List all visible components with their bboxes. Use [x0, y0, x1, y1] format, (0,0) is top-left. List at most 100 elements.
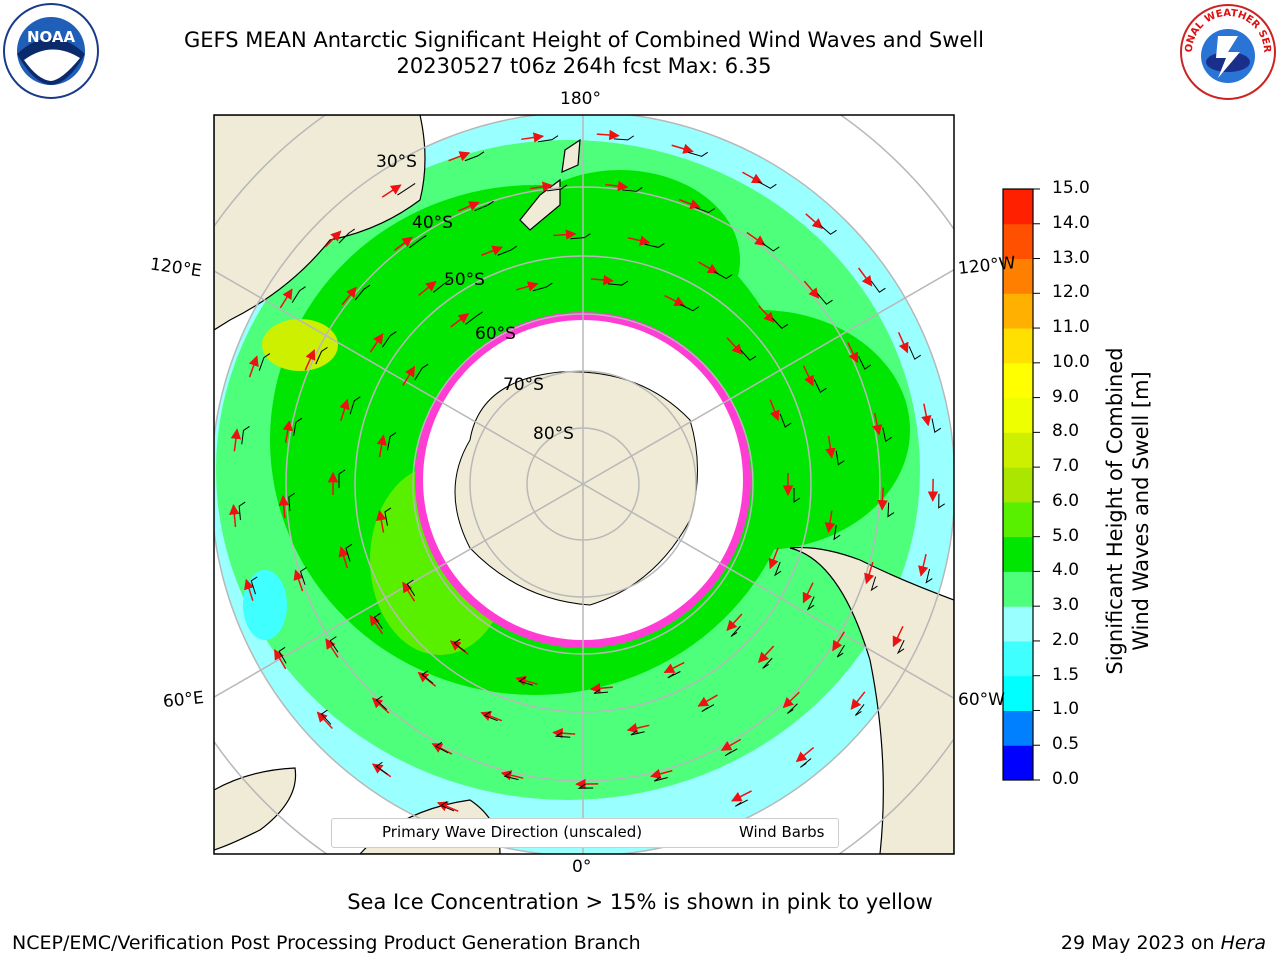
wind-barb: [315, 346, 328, 365]
colorbar-tick-label: 2.0: [1052, 629, 1080, 650]
wind-barb: [354, 284, 371, 301]
colorbar-tick-label: 1.5: [1052, 664, 1080, 685]
wave-direction-arrow: [341, 286, 357, 306]
wind-barb: [338, 469, 346, 488]
wave-direction-arrow: [726, 337, 743, 355]
wave-direction-arrow: [858, 267, 873, 287]
wind-barb: [440, 801, 455, 812]
wind-barb: [680, 304, 700, 312]
colorbar-segment: [1003, 467, 1033, 503]
wave-direction-arrow: [802, 365, 814, 387]
wave-direction-arrow: [872, 412, 883, 436]
colorbar-segment: [1003, 501, 1033, 538]
wind-barb: [474, 200, 494, 212]
noaa-logo: NOAA: [2, 2, 100, 100]
colorbar-segment: [1003, 189, 1033, 225]
wind-barb: [855, 704, 865, 716]
wave-direction-arrow: [664, 294, 686, 307]
wave-direction-arrow: [627, 235, 651, 246]
wave-direction-arrow: [431, 743, 453, 755]
wave-direction-arrow: [742, 171, 763, 184]
wind-barb: [293, 417, 303, 437]
colorbar-tick-label: 8.0: [1052, 421, 1080, 442]
wind-barb: [241, 426, 250, 445]
wave-direction-arrow: [864, 561, 875, 585]
wind-barb: [258, 353, 271, 371]
wind-barb: [382, 331, 397, 348]
wave-direction-arrow: [282, 420, 293, 443]
wave-direction-arrow: [248, 355, 259, 378]
australia: [214, 115, 426, 331]
new-zealand-north: [561, 138, 581, 173]
wave-direction-arrow: [768, 547, 779, 570]
wave-direction-arrow: [850, 691, 866, 710]
lat-label-70s: 70°S: [503, 375, 544, 395]
wind-barb: [667, 671, 681, 679]
wind-barb: [813, 379, 827, 393]
wave-direction-arrow: [516, 281, 539, 292]
wind-barb: [375, 761, 389, 775]
wind-barb: [288, 492, 296, 512]
wind-barb: [757, 181, 777, 189]
wave-direction-arrow: [481, 245, 503, 256]
wave-direction-arrow: [436, 801, 459, 812]
chart-subtitle: 20230527 t06z 264h fcst Max: 6.35: [396, 54, 772, 78]
wave-direction-arrow: [626, 722, 650, 734]
wind-barb: [622, 187, 643, 192]
wind-barb: [931, 418, 942, 434]
wind-barb: [570, 233, 591, 240]
wave-direction-arrow: [877, 487, 888, 511]
wave-direction-arrow: [552, 727, 576, 739]
colorbar-tick-label: 9.0: [1052, 386, 1080, 407]
legend-barbs-label: Wind Barbs: [739, 823, 825, 841]
wave-direction-arrow: [418, 280, 437, 296]
wind-barb: [701, 704, 715, 712]
wind-barb: [278, 646, 287, 664]
colorbar-tick-label: 5.0: [1052, 525, 1080, 546]
wave-direction-arrow: [803, 280, 820, 299]
wave-direction-arrow: [244, 578, 255, 601]
map-frame: [213, 114, 955, 855]
colorbar-segment: [1003, 328, 1033, 364]
wind-barb: [630, 730, 645, 736]
wind-barb: [887, 502, 895, 518]
wind-barb: [799, 758, 812, 768]
lat-label-80s: 80°S: [533, 424, 574, 444]
wind-barb: [384, 507, 392, 526]
wind-barb: [320, 709, 332, 725]
wind-barb: [338, 228, 356, 244]
colorbar-segment: [1003, 397, 1033, 433]
wave-direction-arrow: [769, 399, 780, 422]
legend-primary-label: Primary Wave Direction (unscaled): [382, 823, 643, 841]
wave-direction-arrow: [381, 184, 402, 198]
lon-label-180: 180°: [560, 89, 601, 109]
colorbar-segment: [1003, 710, 1033, 746]
wave-direction-arrow: [731, 790, 752, 802]
wave-direction-arrow: [824, 510, 836, 534]
wind-barb: [465, 311, 483, 325]
wave-direction-arrow: [805, 213, 824, 230]
lon-label-60e: 60°E: [162, 687, 205, 713]
wind-barb: [938, 493, 945, 509]
chart-title: GEFS MEAN Antarctic Significant Height o…: [183, 28, 985, 52]
wave-direction-arrow: [521, 132, 545, 143]
wind-barb: [538, 135, 559, 143]
wave-direction-arrow: [897, 331, 909, 354]
wave-direction-arrow: [515, 675, 538, 686]
wave-direction-arrow: [678, 198, 701, 209]
wave-direction-arrow: [832, 631, 845, 652]
wave-direction-arrow: [697, 694, 718, 707]
wave-direction-arrow: [417, 671, 437, 687]
nws-logo: NATIONAL WEATHER SERVICE: [1174, 0, 1278, 102]
wind-barb: [761, 242, 780, 252]
wind-barb: [397, 182, 416, 196]
colorbar-segment: [1003, 432, 1033, 468]
colorbar-label-line1: Significant Height of Combined: [1103, 347, 1127, 675]
wave-direction-arrow: [448, 151, 471, 162]
lon-label-0: 0°: [572, 857, 592, 877]
band-1.5-2m: [243, 570, 287, 640]
wave-direction-arrow: [480, 711, 503, 722]
wind-barb: [858, 356, 872, 370]
wind-barb: [836, 644, 845, 658]
wave-direction-arrow: [663, 661, 685, 674]
